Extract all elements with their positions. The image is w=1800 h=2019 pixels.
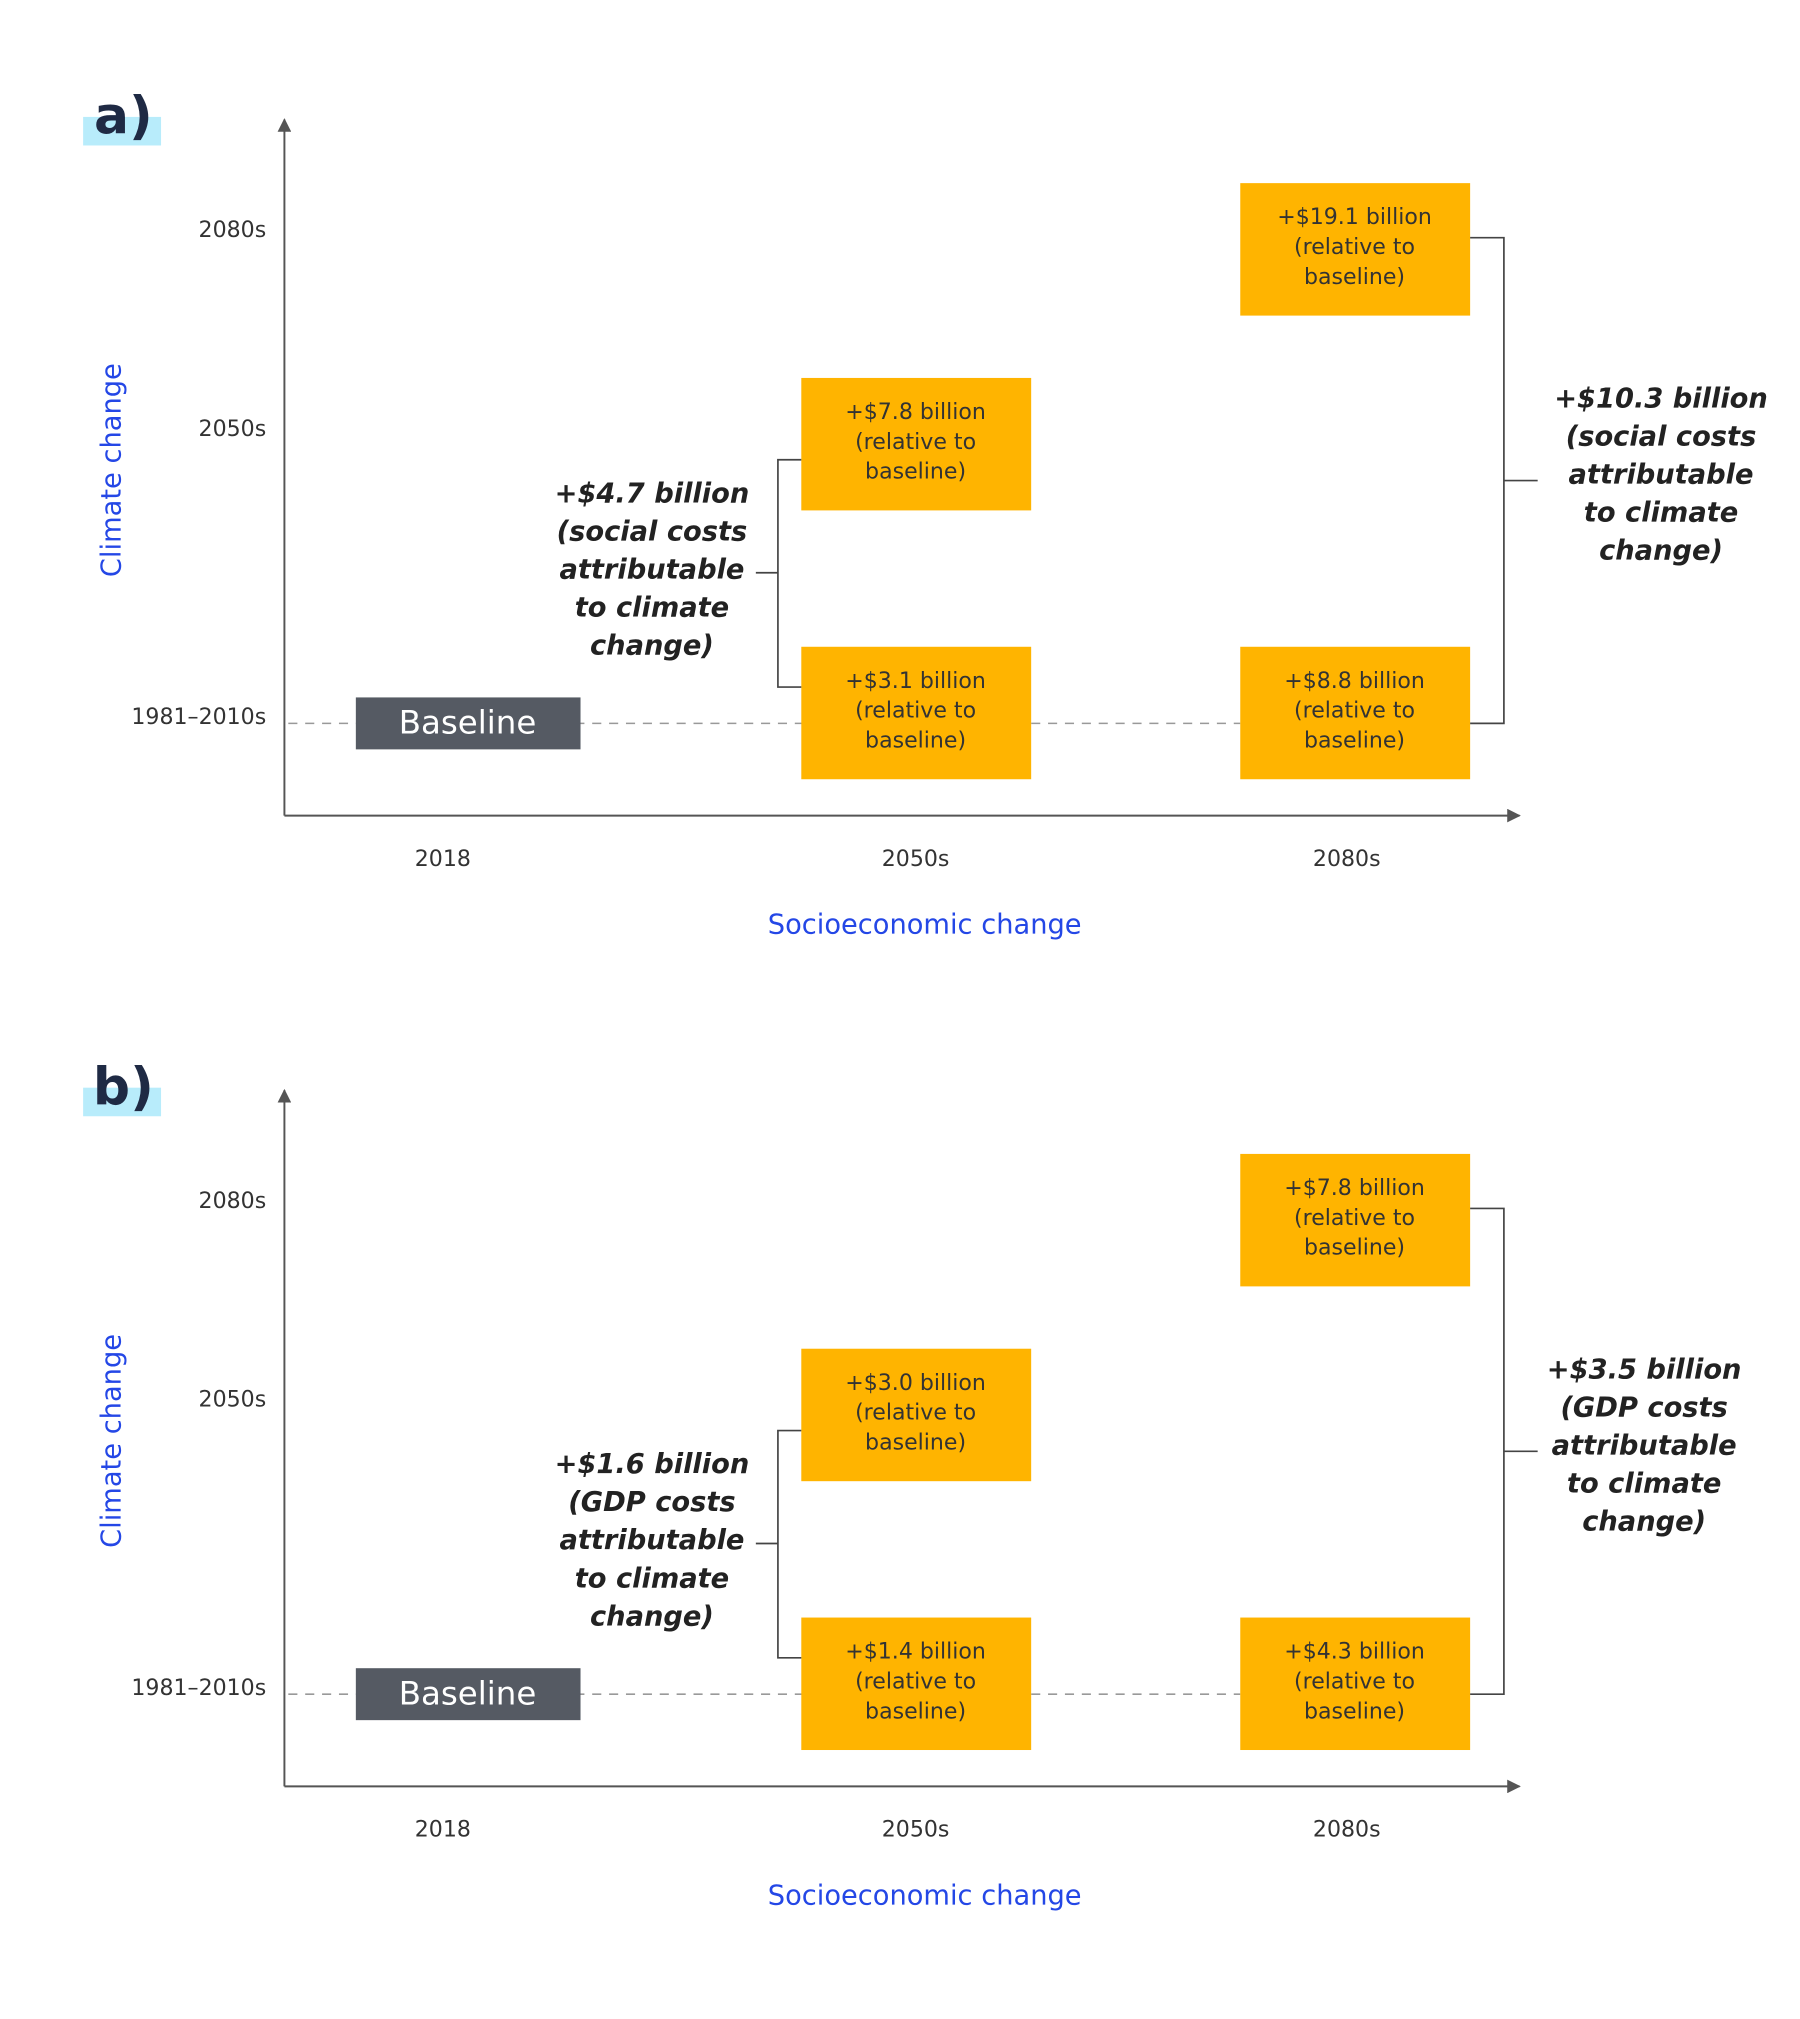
right-annotation: change) [1599,536,1723,567]
x-tick-label: 2050s [882,847,950,872]
x-tick-label: 2018 [415,1818,471,1843]
left-annotation: attributable [559,1525,744,1556]
left-annotation: change) [590,631,714,662]
cost-box-text: baseline) [1304,729,1405,754]
x-tick-label: 2080s [1313,1818,1381,1843]
x-axis-label: Socioeconomic change [768,1880,1082,1911]
cost-box-text: +$3.1 billion [845,669,986,694]
cost-box-text: baseline) [1304,1699,1405,1724]
cost-box-text: baseline) [1304,1236,1405,1261]
panel-label-highlight [83,116,162,146]
cost-box-text: (relative to [855,1401,976,1426]
baseline-label: Baseline [399,1674,537,1712]
left-annotation: to climate [575,592,729,623]
left-annotation: to climate [575,1563,729,1594]
panel-label-highlight [83,1087,162,1117]
panel: b) 2080s 2050s 1981–2010s 2018 2050s 2080s Clim… [83,1057,1741,1911]
left-annotation: (GDP costs [568,1487,735,1518]
x-tick-label: 2080s [1313,847,1381,872]
cost-box-text: (relative to [855,430,976,455]
cost-box [1240,1617,1471,1751]
cost-box-text: baseline) [865,1431,966,1456]
right-annotation: change) [1582,1507,1706,1538]
cost-box [1240,1153,1471,1287]
panel-label: b) [93,1057,154,1117]
right-bracket [1470,236,1538,725]
cost-box-text: baseline) [865,1699,966,1724]
right-annotation: +$10.3 billion [1554,384,1768,415]
left-annotation: +$4.7 billion [555,478,750,509]
baseline-box [355,1668,581,1721]
right-annotation: (GDP costs [1560,1392,1727,1423]
cost-box-text: (relative to [1294,1206,1415,1231]
left-annotation: change) [590,1601,714,1632]
x-tick-label: 2018 [415,847,471,872]
right-annotation: attributable [1569,460,1754,491]
x-tick-label: 2050s [882,1818,950,1843]
cost-box-text: +$3.0 billion [845,1371,986,1396]
cost-box-text: (relative to [855,699,976,724]
cost-box [801,646,1032,780]
cost-box [801,1348,1032,1482]
cost-box [801,377,1032,511]
right-annotation: +$3.5 billion [1547,1354,1742,1385]
right-annotation: attributable [1552,1430,1737,1461]
cost-box-text: (relative to [1294,235,1415,260]
y-tick-label: 1981–2010s [131,705,266,730]
y-tick-label: 2080s [199,1189,267,1214]
cost-box-text: +$1.4 billion [845,1640,986,1665]
left-bracket [755,458,802,688]
cost-box-text: +$7.8 billion [1284,1176,1425,1201]
cost-box-text: +$4.3 billion [1284,1640,1425,1665]
left-annotation: +$1.6 billion [555,1449,750,1480]
right-bracket [1470,1207,1538,1696]
right-annotation: to climate [1584,498,1738,529]
y-axis-label: Climate change [96,1334,127,1548]
x-axis-label: Socioeconomic change [768,909,1082,940]
cost-box [801,1617,1032,1751]
cost-box-text: +$7.8 billion [845,400,986,425]
right-annotation: to climate [1567,1468,1721,1499]
cost-box-text: (relative to [1294,699,1415,724]
cost-box-text: baseline) [865,729,966,754]
panel-label: a) [94,87,153,147]
cost-box-text: +$8.8 billion [1284,669,1425,694]
left-annotation: (social costs [557,516,748,547]
cost-box-text: +$19.1 billion [1277,205,1432,230]
y-tick-label: 2050s [199,417,267,442]
cost-box [1240,646,1471,780]
y-tick-label: 2050s [199,1388,267,1413]
right-annotation: (social costs [1566,422,1757,453]
cost-box [1240,183,1471,316]
y-tick-label: 1981–2010s [131,1676,266,1701]
cost-box-text: baseline) [1304,265,1405,290]
baseline-label: Baseline [399,704,537,742]
panel: a) 2080s 2050s 1981–2010s 2018 2050s 2080s Clim… [83,87,1768,940]
y-axis-label: Climate change [96,363,127,577]
left-bracket [755,1429,802,1659]
baseline-box [355,697,581,750]
y-tick-label: 2080s [199,218,267,243]
cost-box-text: (relative to [855,1669,976,1694]
cost-box-text: (relative to [1294,1669,1415,1694]
left-annotation: attributable [559,554,744,585]
cost-box-text: baseline) [865,460,966,485]
